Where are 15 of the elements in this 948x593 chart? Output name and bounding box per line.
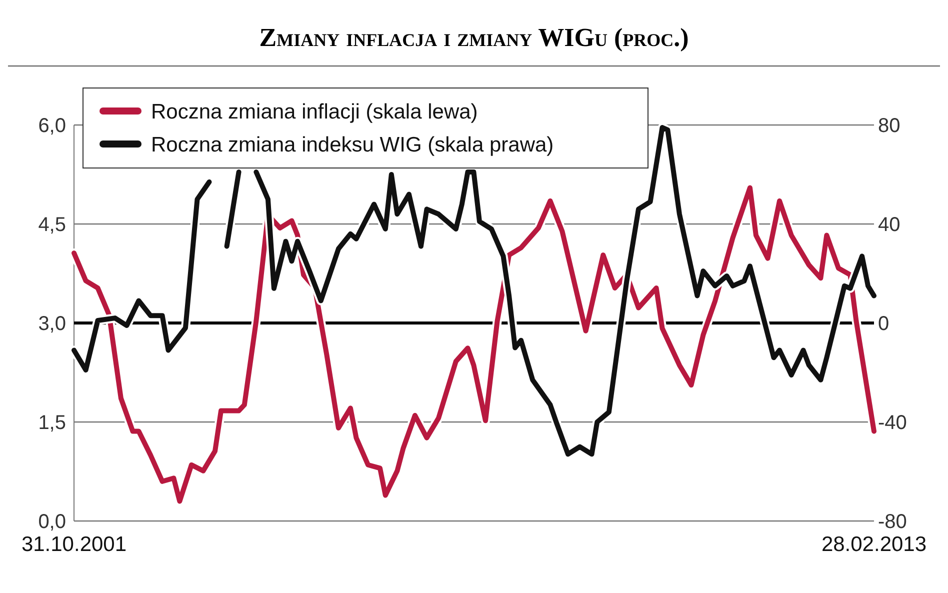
y-tick-label: 0,0 [38, 511, 66, 533]
legend-label: Roczna zmiana inflacji (skala lewa) [151, 100, 478, 124]
y2-tick-label: 0 [878, 313, 890, 335]
y-tick-label: 1,5 [38, 412, 66, 434]
x-tick-label: 31.10.2001 [21, 533, 127, 556]
y2-tick-label: -80 [878, 511, 907, 533]
x-tick-label: 28.02.2013 [821, 533, 927, 556]
y2-tick-label: -40 [878, 412, 907, 434]
y-tick-label: 3,0 [38, 313, 66, 335]
legend-label: Roczna zmiana indeksu WIG (skala prawa) [151, 133, 554, 156]
y-tick-label: 4,5 [38, 214, 66, 236]
y2-tick-label: 40 [878, 214, 900, 236]
y2-tick-label: 80 [878, 115, 900, 137]
y-tick-label: 6,0 [38, 115, 66, 137]
chart-title: Zmiany inflacja i zmiany WIGu (proc.) [259, 23, 689, 52]
